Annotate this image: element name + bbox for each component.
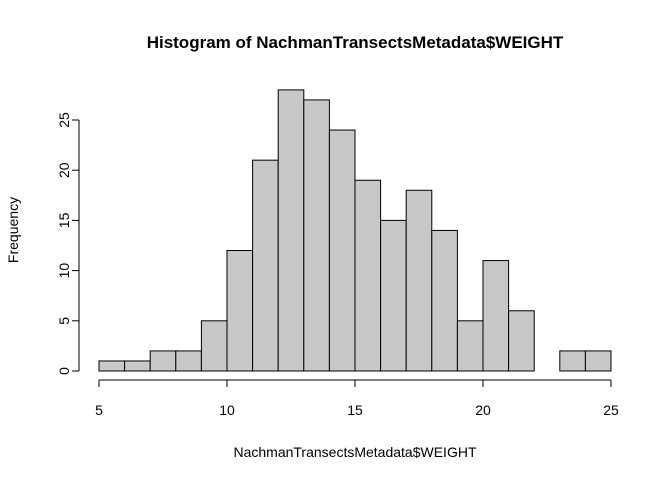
- histogram-bar: [456, 320, 484, 372]
- y-axis: 0 5 10 15 20 25: [56, 112, 80, 375]
- y-tick-label: 0: [56, 367, 72, 375]
- histogram-bar: [584, 350, 612, 372]
- histogram-bar: [277, 89, 305, 372]
- histogram-bar: [380, 219, 407, 372]
- histogram-bar: [98, 360, 126, 372]
- histogram-bar: [303, 99, 330, 372]
- x-tick-label: 15: [347, 402, 363, 418]
- y-tick-label: 25: [56, 112, 72, 128]
- x-axis: 5 10 15 20 25: [95, 379, 619, 418]
- chart-title: Histogram of NachmanTransectsMetadata$WE…: [147, 33, 564, 52]
- x-axis-label: NachmanTransectsMetadata$WEIGHT: [233, 444, 476, 460]
- histogram-bar: [328, 129, 356, 372]
- histogram-bar: [200, 320, 228, 372]
- x-tick-label: 5: [95, 402, 103, 418]
- x-tick-label: 20: [475, 402, 491, 418]
- histogram-bar: [252, 159, 279, 372]
- histogram-bar: [175, 350, 202, 372]
- y-tick-label: 5: [56, 317, 72, 325]
- histogram-bar: [405, 189, 433, 372]
- y-tick-label: 15: [56, 212, 72, 228]
- histogram-bar: [354, 179, 382, 372]
- y-tick-label: 20: [56, 162, 72, 178]
- x-tick-label: 25: [603, 402, 619, 418]
- histogram-bar: [226, 250, 254, 372]
- histogram-bar: [482, 260, 510, 372]
- histogram-bar: [559, 350, 586, 372]
- histogram-bar: [508, 310, 535, 372]
- y-tick-label: 10: [56, 263, 72, 279]
- histogram-bar: [149, 350, 177, 372]
- histogram-bar: [124, 360, 151, 372]
- histogram-bar: [431, 229, 458, 372]
- bars-group: [98, 89, 612, 372]
- y-axis-label: Frequency: [5, 197, 21, 263]
- x-tick-label: 10: [219, 402, 235, 418]
